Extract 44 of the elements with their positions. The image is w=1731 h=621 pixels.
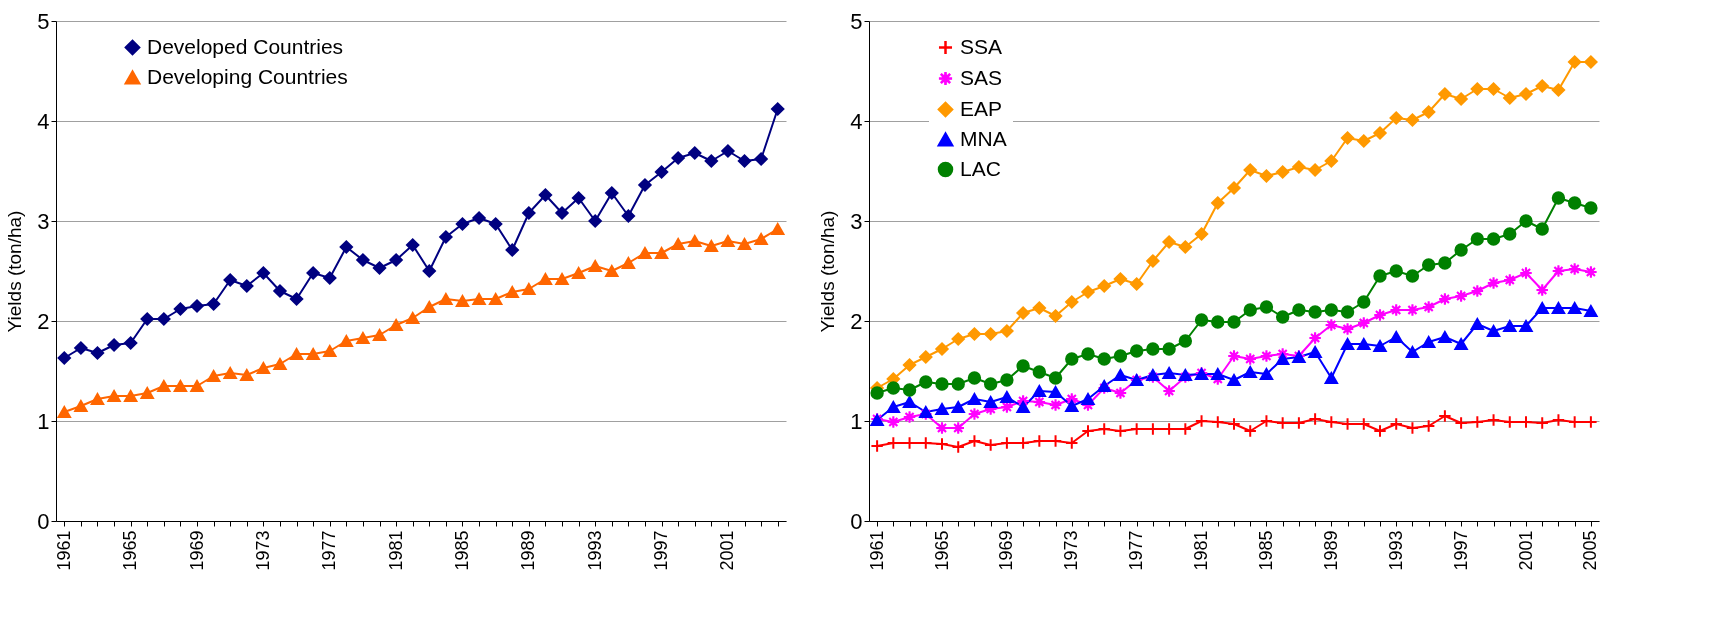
legend-label: LAC [960,156,1001,180]
x-tick-label: 1977 [1126,530,1147,571]
y-axis-title: Yields (ton/ha) [4,210,26,333]
x-tick-label: 1981 [385,530,406,571]
x-tick-label: 1985 [1255,530,1276,571]
x-tick-label: 1965 [120,530,141,571]
x-tick-label: 2001 [1515,530,1536,571]
y-tick-label: 5 [850,8,863,34]
x-tick-label: 1981 [1191,530,1212,571]
legend-label: EAP [960,96,1003,120]
x-tick-label: 1989 [1320,530,1341,571]
x-tick-label: 1973 [252,530,273,571]
y-tick-label: 4 [850,108,863,134]
x-tick-label: 2005 [1580,530,1601,571]
y-tick-label: 2 [850,308,863,334]
y-tick-label: 1 [37,408,50,434]
x-tick-label: 1997 [1450,530,1471,571]
y-tick-label: 0 [37,508,50,534]
x-tick-label: 1993 [584,530,605,571]
x-tick-label: 1989 [518,530,539,571]
x-tick-label: 1985 [451,530,472,571]
y-axis-title: Yields (ton/ha) [817,210,839,333]
x-tick-label: 1961 [53,530,74,571]
legend-label: MNA [960,126,1007,150]
y-tick-label: 4 [37,108,50,134]
y-tick-label: 0 [850,508,863,534]
x-tick-label: 1969 [996,530,1017,571]
x-tick-label: 1965 [931,530,952,571]
y-tick-label: 5 [37,8,50,34]
x-tick-label: 2001 [717,530,738,571]
y-tick-label: 1 [850,408,863,434]
x-tick-label: 1973 [1061,530,1082,571]
y-tick-label: 3 [850,208,863,234]
x-tick-label: 1969 [186,530,207,571]
legend-label: SAS [960,65,1003,89]
x-tick-label: 1993 [1385,530,1406,571]
legend-label: Developing Countries [147,64,348,88]
y-tick-label: 3 [37,208,50,234]
x-tick-label: 1997 [651,530,672,571]
x-tick-label: 1977 [319,530,340,571]
x-tick-label: 1961 [866,530,887,571]
legend-label: Developed Countries [147,34,344,58]
legend-label: SSA [960,34,1003,58]
y-tick-label: 2 [37,308,50,334]
